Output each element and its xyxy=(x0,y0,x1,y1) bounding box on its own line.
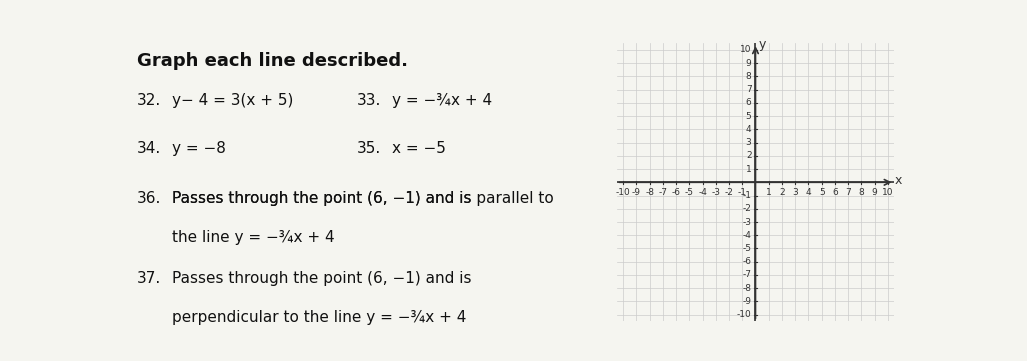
Text: 6: 6 xyxy=(746,99,752,107)
Text: Passes through the point (6, −1) and is: Passes through the point (6, −1) and is xyxy=(173,271,471,286)
Text: y: y xyxy=(758,38,765,51)
Text: 3: 3 xyxy=(792,188,798,197)
Text: x: x xyxy=(896,174,903,187)
Text: 2: 2 xyxy=(779,188,785,197)
Text: Passes through the point (6, −1) and is ̲p̲a̲r̲a̲l̲l̲e̲l: Passes through the point (6, −1) and is … xyxy=(173,191,534,207)
Text: -4: -4 xyxy=(698,188,707,197)
Text: Passes through the point (6, −1) and is parallel to: Passes through the point (6, −1) and is … xyxy=(173,191,554,206)
Text: 10: 10 xyxy=(882,188,893,197)
Text: -3: -3 xyxy=(712,188,720,197)
Text: 4: 4 xyxy=(746,125,752,134)
Text: -4: -4 xyxy=(743,231,752,240)
Text: -2: -2 xyxy=(743,204,752,213)
Text: Graph each line described.: Graph each line described. xyxy=(138,52,408,70)
Text: 8: 8 xyxy=(746,72,752,81)
Text: -7: -7 xyxy=(743,270,752,279)
Text: Passes through the point (6, −1) and is: Passes through the point (6, −1) and is xyxy=(173,191,477,206)
Text: y− 4 = 3(x + 5): y− 4 = 3(x + 5) xyxy=(173,93,294,108)
Text: -10: -10 xyxy=(616,188,631,197)
Text: 6: 6 xyxy=(832,188,838,197)
Text: 4: 4 xyxy=(805,188,811,197)
Text: 35.: 35. xyxy=(356,140,381,156)
Text: -8: -8 xyxy=(743,284,752,293)
Text: -5: -5 xyxy=(685,188,694,197)
Text: 3: 3 xyxy=(746,138,752,147)
Text: -2: -2 xyxy=(725,188,733,197)
Text: y = −¾x + 4: y = −¾x + 4 xyxy=(391,93,492,108)
Text: 36.: 36. xyxy=(138,191,161,206)
Text: 37.: 37. xyxy=(138,271,161,286)
Text: -1: -1 xyxy=(743,191,752,200)
Text: 10: 10 xyxy=(740,45,752,55)
Text: 7: 7 xyxy=(746,85,752,94)
Text: -9: -9 xyxy=(632,188,641,197)
Text: 33.: 33. xyxy=(356,93,381,108)
Text: -8: -8 xyxy=(645,188,654,197)
Text: 9: 9 xyxy=(872,188,877,197)
Text: 9: 9 xyxy=(746,59,752,68)
Text: x = −5: x = −5 xyxy=(391,140,446,156)
Text: -3: -3 xyxy=(743,218,752,226)
Text: 32.: 32. xyxy=(138,93,161,108)
Text: -9: -9 xyxy=(743,297,752,306)
Text: 5: 5 xyxy=(746,112,752,121)
Text: 5: 5 xyxy=(819,188,825,197)
Text: 1: 1 xyxy=(746,165,752,174)
Text: -5: -5 xyxy=(743,244,752,253)
Text: -1: -1 xyxy=(737,188,747,197)
Text: 8: 8 xyxy=(859,188,865,197)
Text: -10: -10 xyxy=(736,310,752,319)
Text: -7: -7 xyxy=(658,188,668,197)
Text: -6: -6 xyxy=(743,257,752,266)
Text: 2: 2 xyxy=(746,151,752,160)
Text: 7: 7 xyxy=(845,188,851,197)
Text: 1: 1 xyxy=(766,188,771,197)
Text: 34.: 34. xyxy=(138,140,161,156)
Text: y = −8: y = −8 xyxy=(173,140,226,156)
Text: the line y = −¾x + 4: the line y = −¾x + 4 xyxy=(173,230,335,244)
Text: perpendicular to the line y = −¾x + 4: perpendicular to the line y = −¾x + 4 xyxy=(173,310,466,325)
Text: -6: -6 xyxy=(672,188,681,197)
